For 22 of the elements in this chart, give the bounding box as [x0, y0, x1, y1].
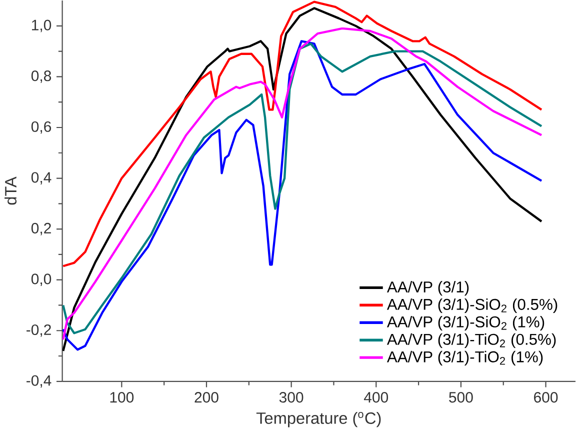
- y-tick-label: -0,4: [26, 375, 52, 388]
- y-tick-label: 0,0: [31, 274, 52, 286]
- y-tick-label: 0,6: [31, 121, 52, 134]
- y-tick-label: 1,0: [32, 20, 52, 32]
- x-tick-label: 100: [110, 392, 134, 403]
- line-series: [62, 0, 543, 268]
- legend-label: AA/VP (3/1)-SiO$_{2}$ (0.5%): [386, 298, 558, 314]
- x-tick-label: 500: [449, 392, 473, 403]
- x-tick-label: 600: [534, 392, 558, 403]
- x-axis-title: Temperature ($^{o}$C): [256, 412, 381, 428]
- legend-label: AA/VP (3/1)-TiO$_{2}$ (0.5%): [386, 334, 556, 348]
- legend-label: AA/VP (3/1)-SiO$_{2}$ (1%): [386, 316, 544, 331]
- y-tick-label: 0,8: [31, 70, 52, 84]
- x-tick-label: 200: [194, 392, 218, 403]
- y-tick-label: 0,2: [31, 223, 51, 236]
- y-tick-label: -0,2: [26, 324, 51, 337]
- y-axis-title: dTA: [4, 176, 17, 205]
- x-tick-label: 300: [279, 392, 304, 403]
- x-tick-label: 400: [364, 392, 388, 403]
- legend-label: AA/VP (3/1): [386, 281, 469, 296]
- legend-label: AA/VP (3/1)-TiO$_{2}$ (1%): [386, 351, 543, 366]
- y-tick-label: 0,4: [31, 172, 52, 185]
